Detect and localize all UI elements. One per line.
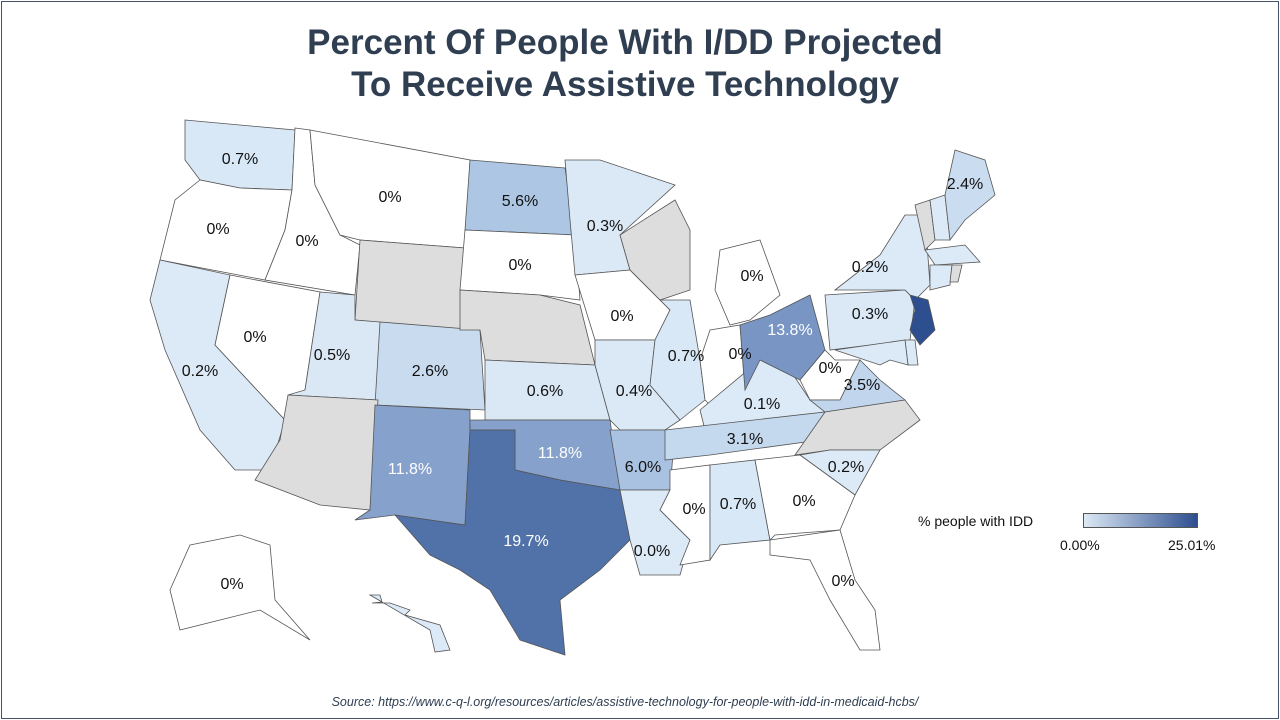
state-label-ut: 0.5% — [314, 347, 350, 364]
state-label-ks: 0.6% — [527, 383, 563, 400]
state-label-id: 0% — [295, 233, 318, 250]
state-label-ak: 0% — [220, 576, 243, 593]
state-label-nv: 0% — [243, 329, 266, 346]
state-az — [254, 394, 379, 511]
state-ri — [949, 264, 963, 283]
title-line-1: Percent Of People With I/DD Projected — [307, 23, 943, 62]
legend-max-label: 25.01% — [1168, 537, 1216, 553]
state-label-ca: 0.2% — [182, 363, 218, 380]
state-label-wv: 0% — [818, 360, 841, 377]
state-label-la: 0.0% — [634, 543, 670, 560]
state-label-oh: 13.8% — [767, 322, 812, 339]
state-label-wa: 0.7% — [222, 151, 258, 168]
state-label-al: 0.7% — [720, 496, 756, 513]
state-label-sd: 0% — [508, 257, 531, 274]
state-ct — [929, 264, 953, 291]
state-label-ar: 6.0% — [625, 459, 661, 476]
state-fl — [769, 529, 881, 651]
source-note: Source: https://www.c-q-l.org/resources/… — [331, 695, 919, 709]
state-il — [649, 299, 706, 421]
state-label-fl: 0% — [831, 573, 854, 590]
state-ma — [924, 244, 981, 266]
state-label-pa: 0.3% — [852, 306, 888, 323]
state-label-ny: 0.2% — [852, 259, 888, 276]
state-label-tx: 19.7% — [503, 533, 548, 550]
state-label-ms: 0% — [682, 501, 705, 518]
state-label-mn: 0.3% — [587, 218, 623, 235]
state-tn — [664, 411, 826, 461]
state-mi — [714, 239, 781, 326]
state-label-ia: 0% — [610, 308, 633, 325]
state-tx — [393, 429, 631, 656]
state-label-mt: 0% — [378, 189, 401, 206]
map-title: Percent Of People With I/DD Projected To… — [0, 22, 1250, 106]
state-label-me: 2.4% — [947, 176, 983, 193]
state-hi — [368, 594, 451, 653]
state-me — [944, 149, 996, 242]
state-nj — [909, 294, 936, 346]
state-label-or: 0% — [206, 221, 229, 238]
state-label-ok: 11.8% — [538, 445, 582, 462]
state-label-mo: 0.4% — [616, 383, 652, 400]
state-label-in: 0% — [728, 346, 751, 363]
state-label-va: 3.5% — [844, 377, 880, 394]
state-wy — [354, 239, 466, 331]
state-sd — [459, 229, 581, 301]
state-label-ga: 0% — [792, 493, 815, 510]
state-wi — [619, 199, 691, 301]
state-label-tn: 3.1% — [727, 431, 763, 448]
state-ny — [833, 214, 931, 301]
legend-title: % people with IDD — [918, 513, 1034, 529]
state-al — [709, 459, 771, 562]
state-label-co: 2.6% — [412, 363, 448, 380]
title-line-2: To Receive Assistive Technology — [351, 65, 899, 104]
legend-color-scale — [1083, 513, 1198, 528]
state-label-il: 0.7% — [668, 348, 704, 365]
state-md — [834, 339, 909, 366]
state-label-nm: 11.8% — [388, 461, 432, 478]
state-label-sc: 0.2% — [828, 459, 864, 476]
state-label-nd: 5.6% — [502, 193, 538, 210]
legend-min-label: 0.00% — [1060, 537, 1100, 553]
state-label-ky: 0.1% — [744, 396, 780, 413]
state-label-mi: 0% — [740, 268, 763, 285]
state-ak — [169, 534, 311, 641]
